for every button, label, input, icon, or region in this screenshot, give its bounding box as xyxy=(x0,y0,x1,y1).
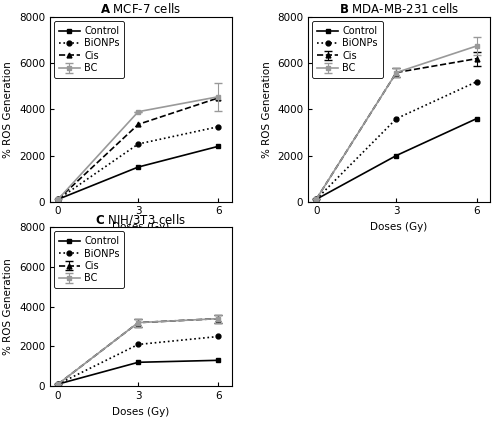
BiONPs xyxy=(135,142,141,147)
Title: $\mathbf{B}$ MDA-MB-231 cells: $\mathbf{B}$ MDA-MB-231 cells xyxy=(339,2,460,16)
BiONPs xyxy=(313,197,319,202)
Line: BiONPs: BiONPs xyxy=(56,124,221,202)
Line: BiONPs: BiONPs xyxy=(56,334,221,387)
Control xyxy=(216,144,222,149)
Cis xyxy=(216,95,222,100)
Control xyxy=(394,153,400,158)
Legend: Control, BiONPs, Cis, BC: Control, BiONPs, Cis, BC xyxy=(54,21,124,78)
Control xyxy=(55,381,61,387)
Line: Control: Control xyxy=(56,358,221,387)
BiONPs xyxy=(474,79,480,85)
Legend: Control, BiONPs, Cis, BC: Control, BiONPs, Cis, BC xyxy=(54,231,124,288)
Control xyxy=(474,116,480,121)
BiONPs xyxy=(216,334,222,339)
Control xyxy=(216,358,222,363)
Line: Control: Control xyxy=(314,116,479,202)
Line: Cis: Cis xyxy=(56,95,221,202)
X-axis label: Doses (Gy): Doses (Gy) xyxy=(112,222,170,232)
BiONPs xyxy=(55,381,61,387)
Line: BiONPs: BiONPs xyxy=(314,79,479,202)
Title: $\mathbf{C}$ NIH/3T3 cells: $\mathbf{C}$ NIH/3T3 cells xyxy=(96,211,186,227)
Y-axis label: % ROS Generation: % ROS Generation xyxy=(4,61,14,158)
Y-axis label: % ROS Generation: % ROS Generation xyxy=(262,61,272,158)
BiONPs xyxy=(216,124,222,129)
Cis xyxy=(135,122,141,127)
BiONPs xyxy=(394,116,400,121)
X-axis label: Doses (Gy): Doses (Gy) xyxy=(112,407,170,417)
Title: $\mathbf{A}$ MCF-7 cells: $\mathbf{A}$ MCF-7 cells xyxy=(100,2,182,16)
X-axis label: Doses (Gy): Doses (Gy) xyxy=(370,222,428,232)
BiONPs xyxy=(135,342,141,347)
Control xyxy=(313,197,319,202)
Control xyxy=(135,164,141,169)
Control xyxy=(55,197,61,202)
Cis xyxy=(55,197,61,202)
Line: Control: Control xyxy=(56,144,221,202)
Y-axis label: % ROS Generation: % ROS Generation xyxy=(4,258,14,355)
Legend: Control, BiONPs, Cis, BC: Control, BiONPs, Cis, BC xyxy=(312,21,382,78)
BiONPs xyxy=(55,197,61,202)
Control xyxy=(135,360,141,365)
